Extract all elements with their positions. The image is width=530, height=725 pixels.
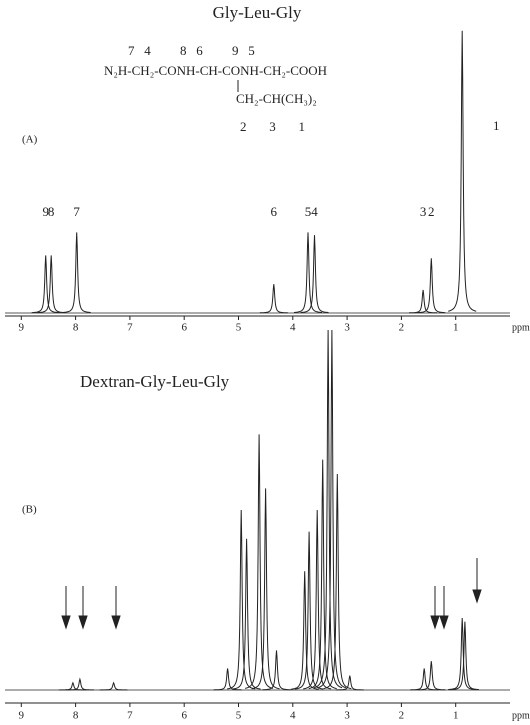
x-tick-label: 8 — [73, 710, 79, 722]
peak — [227, 509, 256, 690]
peak — [251, 488, 280, 690]
x-tick-label: 9 — [19, 710, 25, 722]
peak — [31, 255, 60, 314]
peaks — [31, 30, 477, 314]
peak — [62, 232, 91, 313]
peak-label: 2 — [428, 204, 435, 219]
peak — [409, 289, 438, 314]
peak — [259, 284, 288, 314]
peak — [417, 258, 446, 314]
peak — [448, 30, 477, 312]
x-tick-label: 9 — [19, 322, 25, 334]
x-tick-label: 8 — [73, 322, 79, 334]
x-tick-label: 1 — [453, 322, 459, 334]
peak — [245, 434, 274, 689]
peak — [37, 255, 66, 314]
peak-label: 8 — [48, 204, 55, 219]
panel-title: Gly-Leu-Gly — [213, 3, 302, 22]
peak — [335, 675, 364, 691]
peak — [417, 661, 446, 691]
peak-label: 9 — [42, 204, 49, 219]
x-tick-label: 3 — [344, 710, 350, 722]
peak — [300, 235, 329, 313]
x-axis-label: ppm — [512, 710, 530, 721]
peak — [290, 571, 319, 690]
peak — [99, 681, 128, 691]
peak-label: 7 — [73, 204, 80, 219]
peak-label: 1 — [493, 118, 500, 133]
peak — [313, 329, 343, 689]
peak — [65, 677, 94, 691]
x-tick-label: 5 — [236, 710, 242, 722]
panel-label: (A) — [22, 134, 38, 146]
structure-branch: CH₂-CH(CH₃)₂ — [236, 91, 317, 106]
x-tick-label: 7 — [127, 322, 133, 334]
peak-label: 6 — [271, 204, 278, 219]
peak-label: 4 — [311, 204, 318, 219]
x-tick-label: 4 — [290, 710, 296, 722]
peak — [213, 668, 242, 691]
peaks — [58, 329, 479, 691]
panel-title: Dextran-Gly-Leu-Gly — [80, 372, 230, 391]
peak — [410, 668, 439, 691]
x-tick-label: 6 — [181, 322, 187, 334]
x-tick-label: 6 — [181, 710, 187, 722]
structure-numbers: 2 3 1 — [240, 119, 305, 134]
arrows — [61, 558, 482, 630]
peak — [58, 681, 87, 691]
x-tick-label: 5 — [236, 322, 242, 334]
x-axis-label: ppm — [512, 322, 530, 333]
x-tick-label: 7 — [127, 710, 133, 722]
peak — [450, 621, 479, 691]
peak — [323, 473, 352, 690]
x-tick-label: 2 — [399, 710, 405, 722]
structure-numbers: 7 4 8 6 9 5 — [128, 43, 255, 58]
peak — [308, 459, 337, 690]
peak — [232, 538, 261, 690]
x-tick-label: 3 — [344, 322, 350, 334]
peak — [294, 232, 322, 313]
x-tick-label: 2 — [399, 322, 405, 334]
peak — [262, 650, 291, 691]
peak — [317, 329, 347, 689]
x-tick-label: 1 — [453, 710, 459, 722]
x-tick-label: 4 — [290, 322, 296, 334]
peak-label: 3 — [420, 204, 427, 219]
structure-formula: N₂H-CH₂-CONH-CH-CONH-CH₂-COOH — [104, 63, 327, 78]
panel-label: (B) — [22, 504, 37, 516]
peak-label: 5 — [305, 204, 312, 219]
